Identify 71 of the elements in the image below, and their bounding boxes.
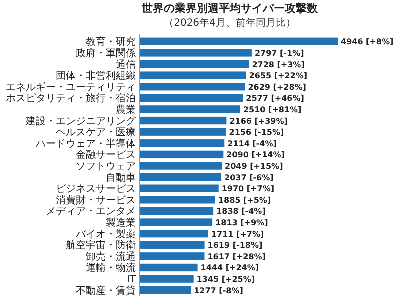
- bar: [140, 252, 205, 260]
- y-tick-label: ソフトウェア: [76, 162, 136, 172]
- y-tick-label: ハードウェア・半導体: [35, 138, 136, 150]
- bar: [140, 116, 227, 125]
- bar: [140, 60, 250, 68]
- data-label: 2037 [-6%]: [224, 173, 274, 182]
- data-label: 2114 [-4%]: [228, 139, 277, 148]
- bar: [140, 230, 208, 238]
- data-label: 1813 [+9%]: [216, 218, 268, 228]
- data-label: 2090 [+14%]: [226, 150, 285, 160]
- y-tick-label: IT: [126, 274, 137, 286]
- data-label: 2510 [+81%]: [243, 105, 302, 114]
- y-tick-label: バイオ・製薬: [75, 228, 136, 240]
- data-label: 2577 [+46%]: [246, 94, 304, 104]
- y-tick-label: 卸売・流通: [86, 250, 136, 263]
- data-label: 4946 [+8%]: [341, 38, 394, 47]
- bar: [140, 218, 213, 226]
- y-tick-label: 金融サービス: [76, 149, 136, 162]
- bar: [140, 140, 225, 148]
- y-tick-label: 運輸・物流: [86, 262, 136, 274]
- y-tick-label: エネルギー・ユーティリティ: [6, 81, 136, 94]
- data-label: 1885 [+5%]: [218, 196, 272, 205]
- bar: [140, 196, 216, 204]
- bar: [140, 286, 192, 294]
- y-tick-label: 不動産・賃貸: [76, 284, 136, 297]
- bar: [140, 150, 224, 159]
- y-tick-label: 製造業: [106, 217, 136, 230]
- data-label: 2166 [+39%]: [230, 116, 288, 126]
- data-label: 2655 [+22%]: [249, 72, 308, 81]
- y-tick-label: ホスピタリティ・旅行・宿泊: [6, 92, 136, 105]
- y-tick-label: 消費財・サービス: [56, 194, 136, 206]
- data-label: 2049 [+15%]: [225, 162, 284, 171]
- y-tick-label: 自動車: [106, 172, 136, 184]
- y-tick-label: メディア・エンタメ: [46, 206, 136, 218]
- chart-title: 世界の業界別週平均サイバー攻撃数: [141, 2, 319, 15]
- data-label: 1619 [-18%]: [208, 241, 263, 250]
- bar: [140, 162, 222, 170]
- data-label: 2156 [-15%]: [229, 128, 284, 138]
- bar: [140, 83, 246, 91]
- y-tick-label: 航空宇宙・防衛: [66, 240, 136, 252]
- y-tick-label: 教育・研究: [86, 36, 136, 48]
- bar: [140, 241, 205, 249]
- bar: [140, 94, 244, 102]
- data-label: 1444 [+24%]: [200, 264, 260, 273]
- y-tick-label: 農業: [116, 104, 136, 116]
- data-label: 2728 [+3%]: [252, 60, 305, 70]
- data-label: 1970 [+7%]: [222, 184, 275, 194]
- bar: [140, 106, 240, 114]
- data-label: 1617 [+28%]: [208, 252, 266, 262]
- bar: [140, 184, 219, 192]
- y-tick-label: 建設・エンジニアリング: [25, 115, 137, 128]
- data-label: 2629 [+28%]: [248, 82, 306, 92]
- bar: [140, 207, 214, 216]
- bar: [140, 128, 226, 136]
- chart-subtitle: （2026年4月、前年同月比）: [164, 17, 296, 29]
- y-tick-label: 通信: [116, 58, 136, 71]
- bar: [140, 38, 338, 46]
- bar: [140, 264, 198, 272]
- bar: [140, 72, 246, 80]
- data-label: 1277 [-8%]: [194, 286, 244, 296]
- y-tick-label: 政府・軍関係: [76, 47, 136, 60]
- bar: [140, 173, 222, 182]
- y-tick-label: 団体・非営利組織: [56, 70, 136, 82]
- y-tick-label: ヘルスケア・医療: [56, 126, 136, 139]
- bar: [140, 49, 252, 57]
- data-label: 2797 [-1%]: [254, 48, 304, 58]
- data-label: 1711 [+7%]: [211, 230, 264, 239]
- data-label: 1838 [-4%]: [216, 207, 266, 216]
- bar: [140, 275, 194, 283]
- y-tick-label: ビジネスサービス: [56, 184, 136, 196]
- data-label: 1345 [+25%]: [196, 275, 256, 284]
